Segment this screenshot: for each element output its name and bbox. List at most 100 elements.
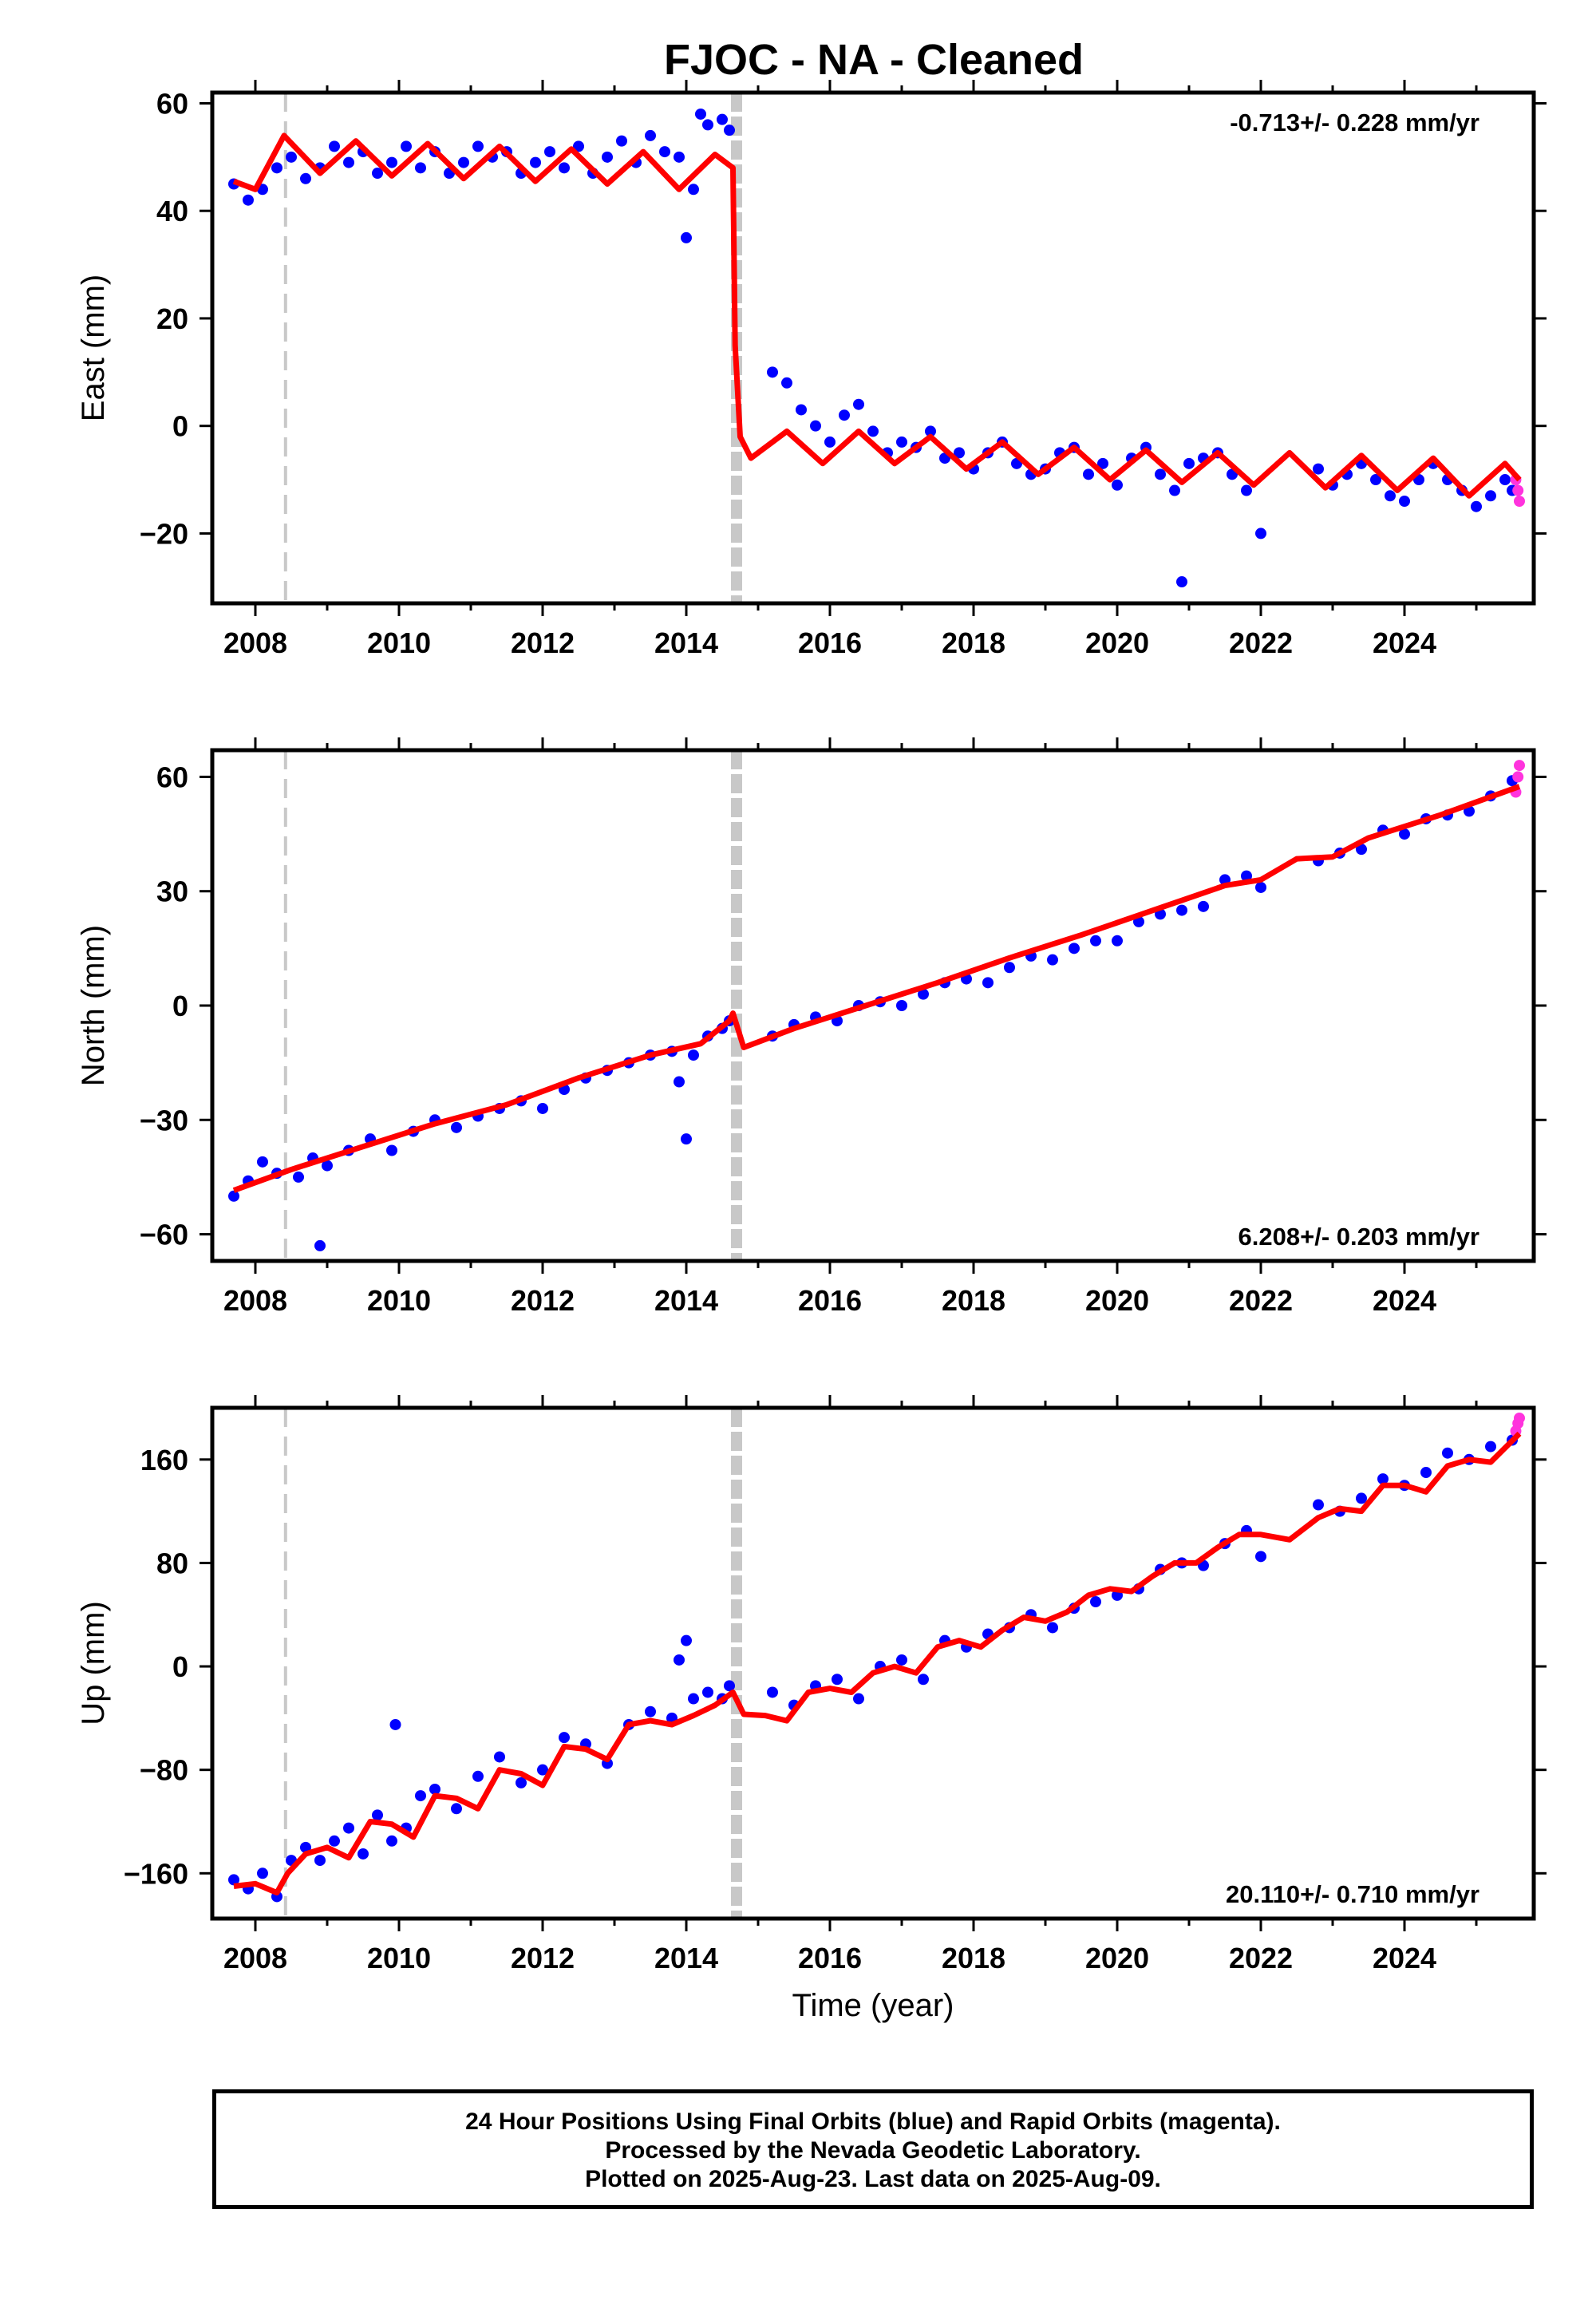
footer-box: 24 Hour Positions Using Final Orbits (bl… (212, 2089, 1534, 2209)
final-point (559, 1732, 570, 1744)
final-point (1420, 1467, 1432, 1479)
final-point (839, 409, 850, 421)
rate-label: 6.208+/- 0.203 mm/yr (1238, 1223, 1479, 1251)
final-point (329, 140, 340, 152)
x-tick-label: 2020 (1085, 1942, 1149, 1974)
y-tick-label: 0 (172, 410, 188, 443)
final-point (767, 366, 778, 378)
x-tick-label: 2018 (942, 626, 1005, 659)
final-point (516, 1777, 527, 1788)
final-point (918, 988, 929, 1000)
final-point (1198, 900, 1209, 912)
final-point (530, 156, 541, 168)
final-point (300, 172, 311, 184)
final-point (1485, 490, 1496, 502)
final-point (1090, 1596, 1101, 1608)
final-point (1047, 954, 1058, 966)
final-point (257, 1867, 268, 1879)
x-tick-label: 2024 (1373, 626, 1436, 659)
final-point (1399, 496, 1410, 507)
model-line (233, 1431, 1522, 1896)
final-point (674, 1076, 685, 1088)
final-point (659, 146, 670, 158)
final-point (645, 1705, 656, 1717)
final-point (314, 1239, 326, 1251)
final-point (1356, 1492, 1367, 1504)
final-point (724, 124, 735, 136)
final-point (853, 398, 864, 410)
final-point (896, 436, 907, 448)
final-point (544, 146, 555, 158)
y-tick-label: 0 (172, 1650, 188, 1683)
y-axis-title: North (mm) (76, 925, 111, 1086)
y-tick-label: 60 (156, 761, 188, 793)
final-point (1255, 881, 1266, 893)
rapid-point (1514, 760, 1525, 772)
rapid-point (1514, 496, 1525, 507)
final-point (681, 1133, 692, 1145)
final-point (688, 1693, 699, 1705)
final-point (1485, 1441, 1496, 1452)
final-point (1255, 1551, 1266, 1563)
final-point (494, 1751, 505, 1763)
final-point (1313, 1499, 1324, 1511)
final-point (314, 1855, 326, 1867)
final-point (243, 194, 254, 206)
final-point (415, 162, 426, 174)
final-point (688, 1049, 699, 1061)
final-point (1047, 1622, 1058, 1634)
final-point (228, 1874, 239, 1886)
time-series-charts: 2008 2010 2012 2014 2016 2018 2020 2022 2024 −20 0… (76, 80, 1547, 2023)
final-point (472, 140, 484, 152)
model-line (232, 132, 1522, 499)
final-point (781, 377, 792, 389)
final-point (674, 151, 685, 163)
footer-line-1: 24 Hour Positions Using Final Orbits (bl… (465, 2109, 1281, 2135)
page-title: FJOC - NA - Cleaned (663, 36, 1084, 84)
x-tick-label: 2008 (223, 626, 287, 659)
x-tick-label: 2016 (798, 1284, 862, 1317)
final-point (824, 436, 836, 448)
final-point (896, 1654, 907, 1666)
final-point (810, 420, 821, 432)
final-point (322, 1160, 333, 1172)
final-point (1241, 484, 1252, 496)
up-panel: 2008 2010 2012 2014 2016 2018 2020 2022 2024 −160… (76, 1395, 1547, 2023)
north-panel: 2008 2010 2012 2014 2016 2018 2020 2022 2024 −60 −… (76, 737, 1547, 1317)
final-point (537, 1102, 548, 1114)
y-tick-label: 40 (156, 195, 188, 227)
final-point (429, 1783, 440, 1795)
final-point (645, 129, 656, 141)
x-axis-title: Time (year) (792, 1988, 954, 2023)
x-tick-label: 2008 (223, 1942, 287, 1974)
final-point (1241, 870, 1252, 882)
final-point (1442, 1447, 1453, 1459)
final-point (372, 168, 383, 180)
final-point (1471, 500, 1482, 512)
x-tick-label: 2016 (798, 1942, 862, 1974)
final-point (286, 151, 297, 163)
final-point (1385, 490, 1396, 502)
final-point (724, 1680, 735, 1692)
final-point (1176, 576, 1187, 588)
x-tick-label: 2020 (1085, 1284, 1149, 1317)
final-point (1155, 468, 1166, 480)
final-point (1112, 935, 1123, 947)
y-axis-title: East (mm) (76, 275, 111, 421)
final-point (358, 1848, 369, 1860)
y-tick-label: −60 (140, 1219, 188, 1251)
x-tick-label: 2010 (367, 1942, 431, 1974)
final-point (982, 977, 994, 989)
y-tick-label: 60 (156, 87, 188, 120)
y-tick-label: 0 (172, 990, 188, 1022)
final-point (537, 1764, 548, 1776)
plot-frame (210, 90, 1536, 606)
final-point (257, 1156, 268, 1168)
final-point (832, 1674, 843, 1686)
x-tick-label: 2024 (1373, 1942, 1436, 1974)
final-point (954, 447, 965, 459)
x-tick-label: 2022 (1229, 626, 1293, 659)
final-point (925, 425, 936, 437)
final-point (389, 1718, 401, 1730)
x-tick-label: 2018 (942, 1942, 1005, 1974)
